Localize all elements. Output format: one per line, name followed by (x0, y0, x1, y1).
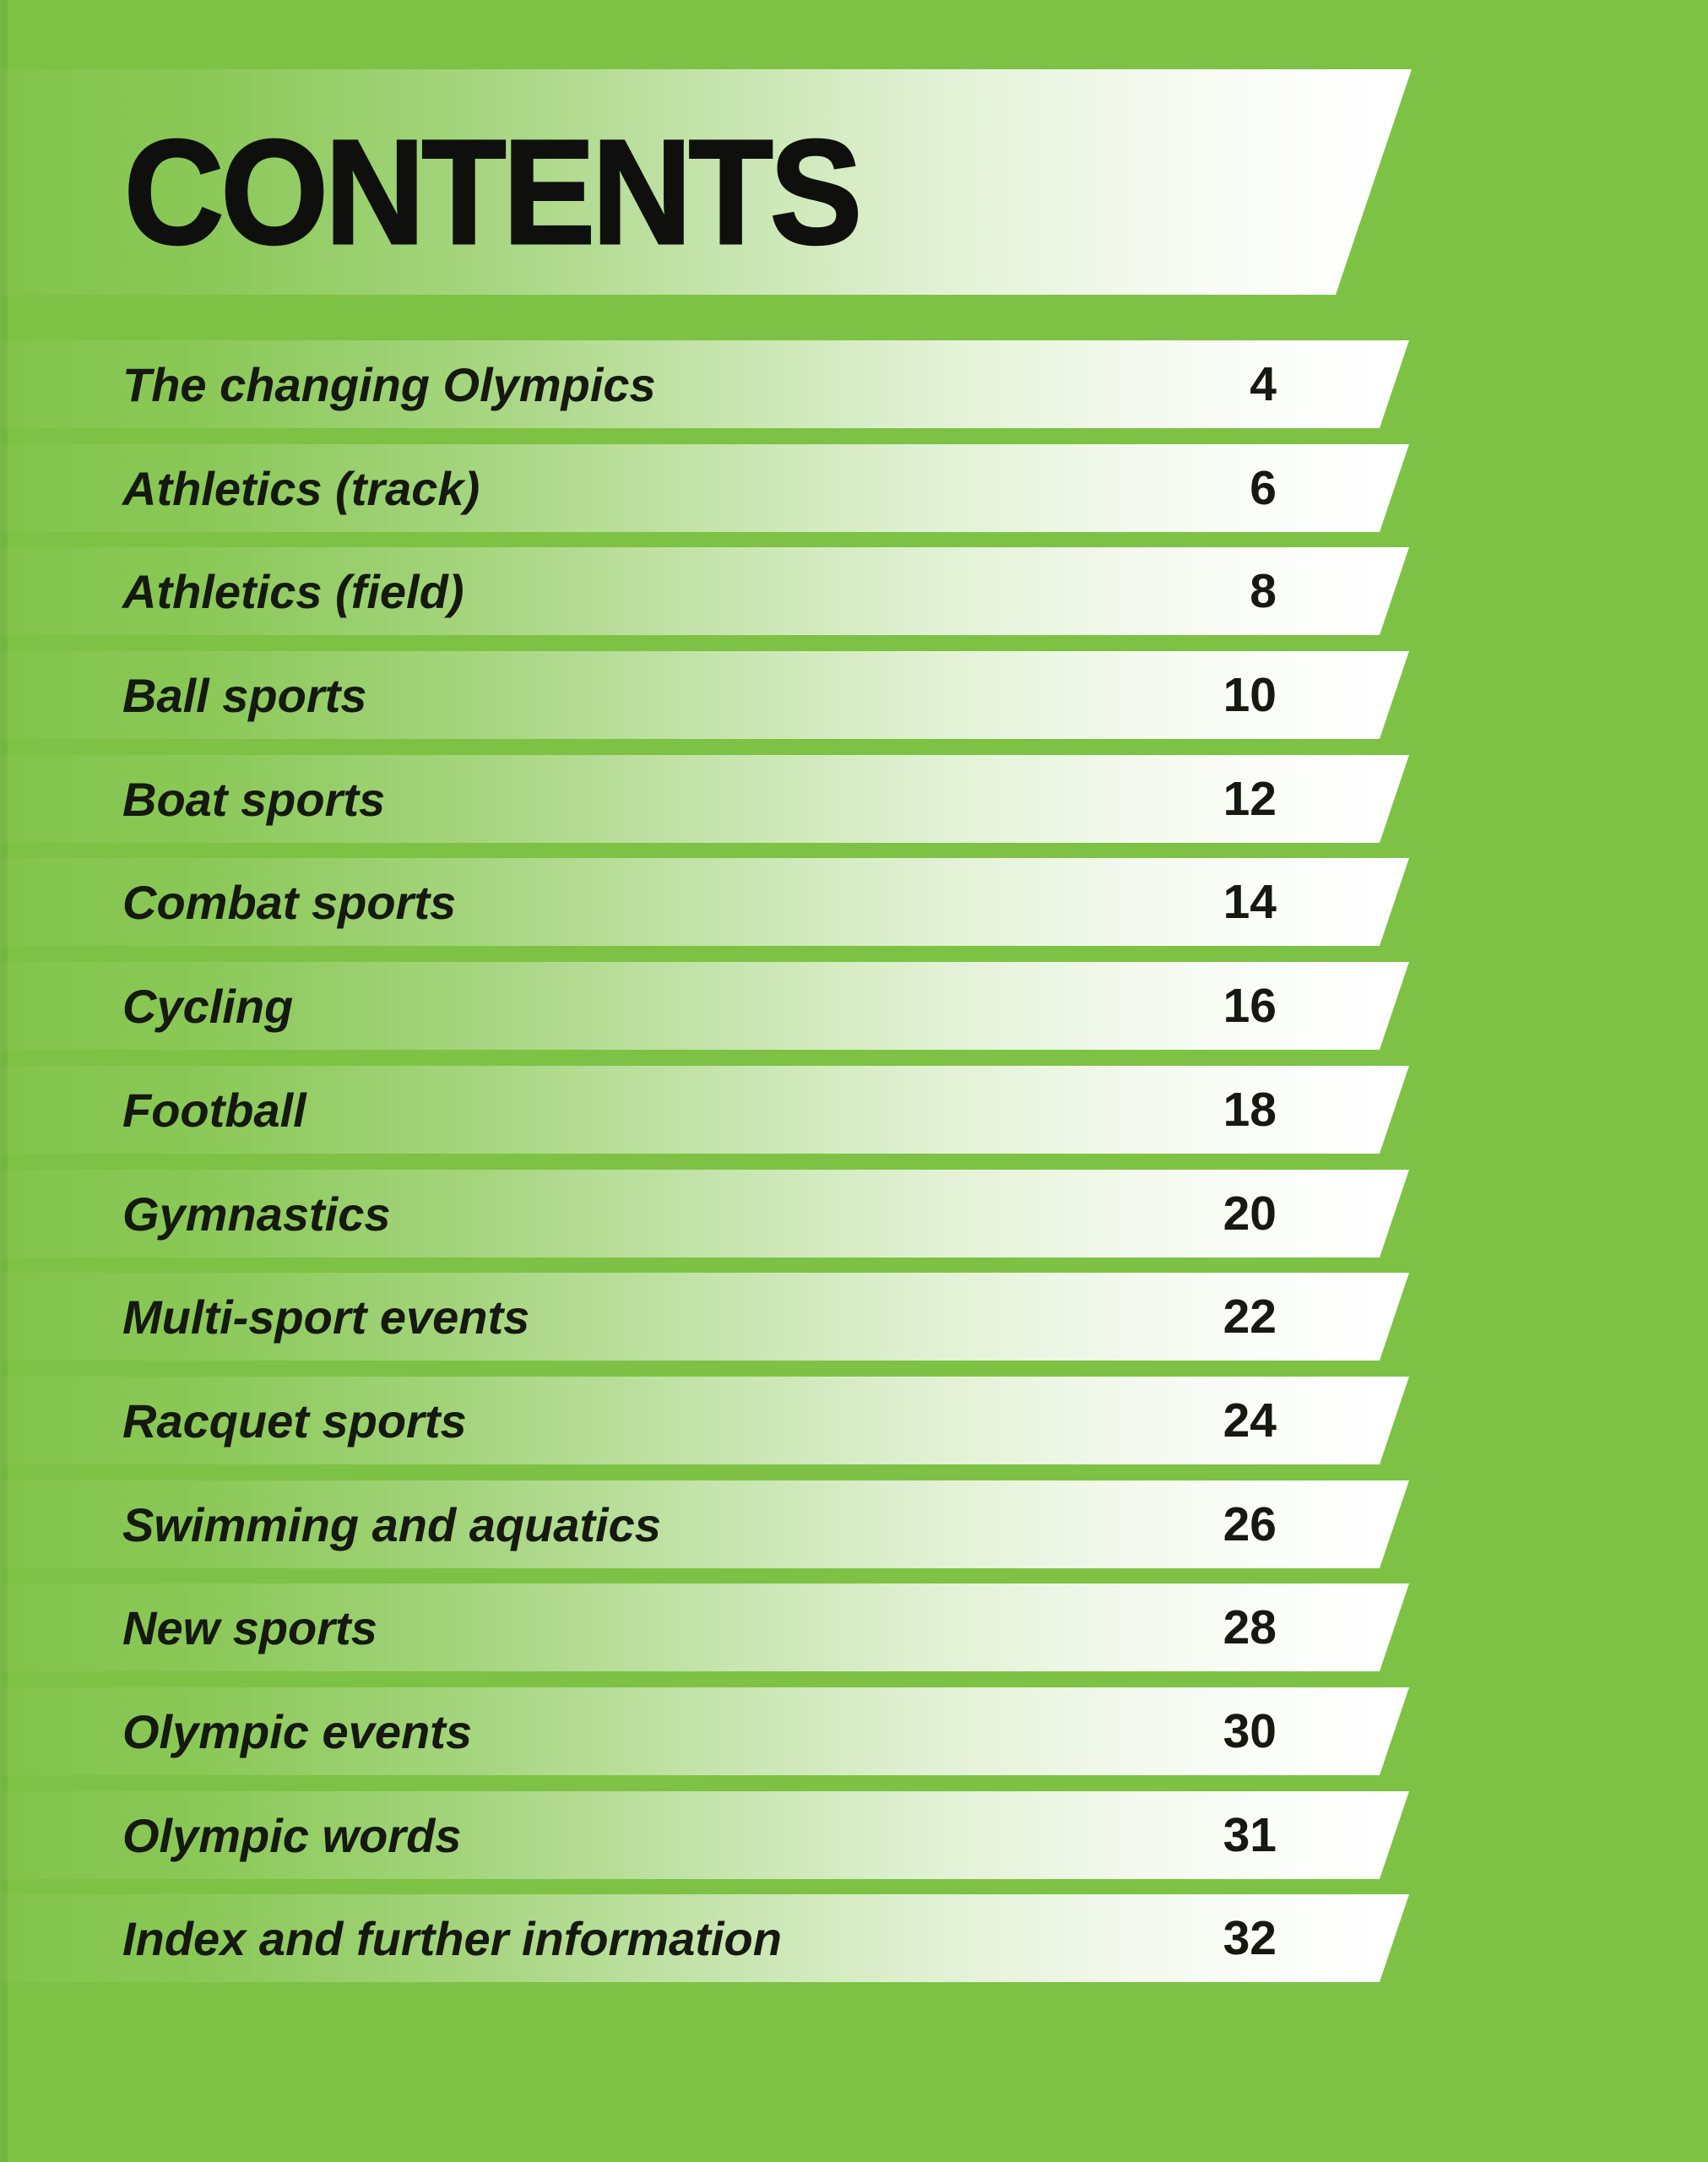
toc-row: Olympic events 30 (0, 1687, 1409, 1775)
toc-entry-label: Ball sports (122, 668, 367, 722)
toc-entry-label: Football (122, 1083, 306, 1137)
toc-entry-page: 8 (1250, 564, 1277, 618)
toc-entry-label: Index and further information (122, 1911, 782, 1965)
toc-entry-page: 14 (1223, 875, 1277, 929)
toc-row: Index and further information 32 (0, 1894, 1409, 1982)
toc-entry-page: 24 (1223, 1393, 1277, 1448)
toc-entry-label: Boat sports (122, 772, 386, 826)
toc-row: Gymnastics 20 (0, 1170, 1409, 1258)
toc-entry-page: 22 (1223, 1290, 1277, 1344)
toc-entry-page: 20 (1223, 1187, 1277, 1241)
toc-entry-label: Cycling (122, 979, 294, 1033)
toc-entry-page: 6 (1250, 461, 1277, 515)
toc-row: Cycling 16 (0, 962, 1409, 1050)
toc-entry-label: Athletics (field) (122, 564, 464, 618)
toc-entry-page: 16 (1223, 979, 1277, 1033)
toc-row: Swimming and aquatics 26 (0, 1480, 1409, 1568)
toc-entry-label: Racquet sports (122, 1393, 467, 1448)
toc-entry-page: 30 (1223, 1704, 1277, 1758)
toc-entry-label: Gymnastics (122, 1187, 391, 1241)
toc-entry-label: Multi-sport events (122, 1290, 530, 1344)
toc-row: Olympic words 31 (0, 1791, 1409, 1879)
toc-entry-page: 4 (1250, 357, 1277, 411)
toc-entry-label: New sports (122, 1600, 377, 1654)
toc-entry-page: 26 (1223, 1497, 1277, 1551)
toc-entry-label: Athletics (track) (122, 461, 480, 515)
page-title: CONTENTS (123, 109, 864, 275)
toc-entry-page: 32 (1223, 1911, 1277, 1965)
toc-row: Combat sports 14 (0, 858, 1409, 946)
toc-row: Ball sports 10 (0, 651, 1409, 739)
toc-entry-label: Olympic events (122, 1704, 472, 1758)
toc-row: Multi-sport events 22 (0, 1273, 1409, 1361)
toc-entry-page: 12 (1223, 772, 1277, 826)
toc-entry-page: 28 (1223, 1600, 1277, 1654)
toc-row: Football 18 (0, 1066, 1409, 1154)
toc-entry-label: Swimming and aquatics (122, 1497, 661, 1551)
toc-entry-label: The changing Olympics (122, 357, 656, 411)
toc-entry-label: Combat sports (122, 875, 457, 929)
toc-row: Athletics (field) 8 (0, 547, 1409, 635)
toc-row: The changing Olympics 4 (0, 340, 1409, 428)
toc-row: Athletics (track) 6 (0, 444, 1409, 532)
toc-row: Racquet sports 24 (0, 1377, 1409, 1464)
contents-title-banner: CONTENTS (0, 69, 1412, 295)
toc-entry-page: 18 (1223, 1083, 1277, 1137)
toc-entry-label: Olympic words (122, 1808, 462, 1862)
toc-row: New sports 28 (0, 1583, 1409, 1671)
toc-entry-page: 31 (1223, 1808, 1277, 1862)
toc-entry-page: 10 (1223, 668, 1277, 722)
toc-row: Boat sports 12 (0, 755, 1409, 843)
